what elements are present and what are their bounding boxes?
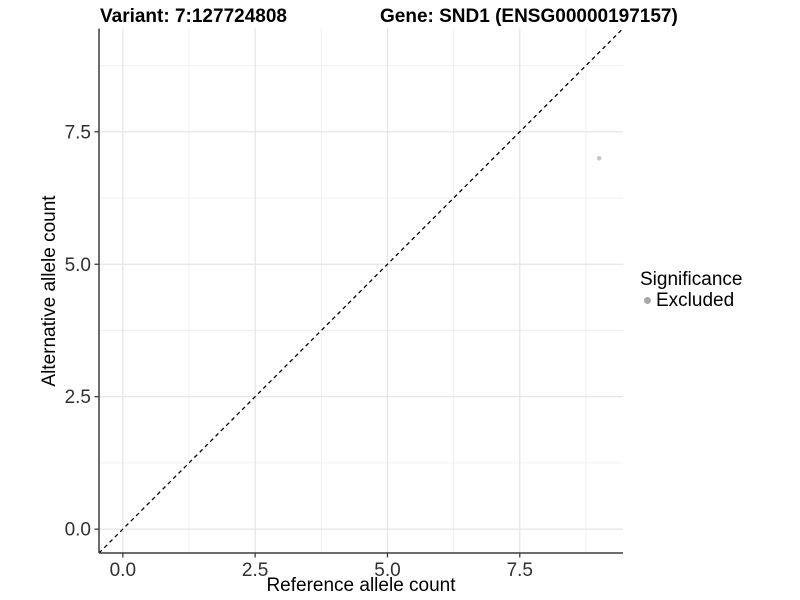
variant-title: Variant: 7:127724808 [100,6,287,27]
x-tick-label: 7.5 [507,560,533,581]
x-axis-title: Reference allele count [266,575,456,596]
y-tick-label: 2.5 [65,387,91,408]
y-tick-label: 7.5 [65,122,91,143]
legend-title: Significance [640,269,743,290]
x-tick-label: 5.0 [374,560,400,581]
legend-entry-label: Excluded [656,290,735,311]
legend: Significance Excluded [637,269,742,311]
y-tick-label: 5.0 [65,255,91,276]
gene-title: Gene: SND1 (ENSG00000197157) [380,6,678,27]
x-tick-label: 2.5 [242,560,268,581]
y-tick-label: 0.0 [65,520,91,541]
identity-dashed-line [98,28,624,554]
legend-key-dot-icon [644,297,651,304]
legend-entry: Excluded [637,290,742,311]
y-axis-title: Alternative allele count [39,195,60,387]
data-point [596,156,602,161]
x-tick-label: 0.0 [110,560,136,581]
